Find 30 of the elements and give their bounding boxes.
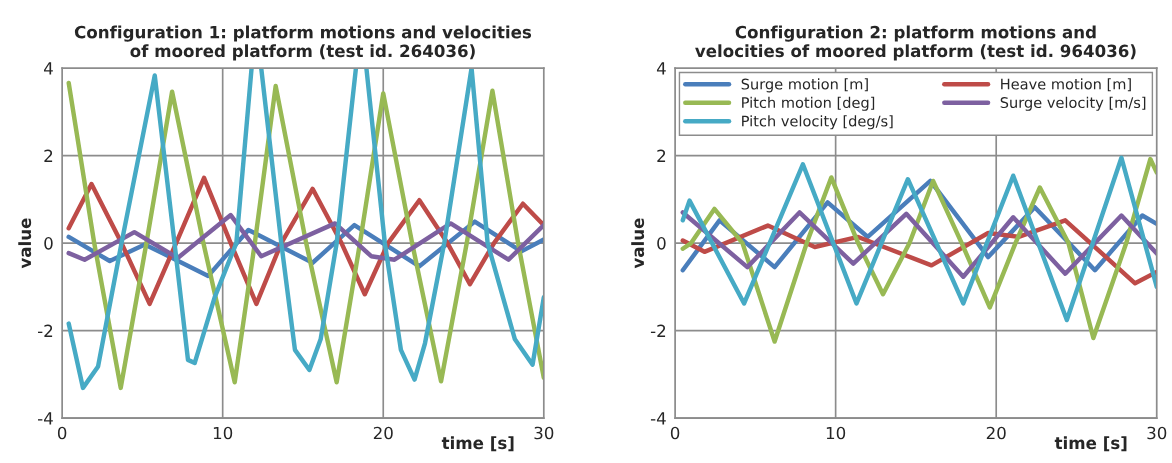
x-tick-label: 0 <box>57 426 67 440</box>
legend-label: Pitch motion [deg] <box>742 96 875 111</box>
legend-label: Surge motion [m] <box>741 78 868 93</box>
y-axis-title: value <box>18 218 32 269</box>
y-tick-label: 2 <box>657 149 666 162</box>
y-tick-label: 0 <box>657 237 666 250</box>
x-tick-label: 30 <box>1147 426 1167 440</box>
chart-title: Configuration 1: platform motions and velocities of moored platform (test id. 264036) <box>74 25 532 61</box>
x-tick-label: 30 <box>534 426 554 440</box>
y-tick-label: -2 <box>37 324 53 337</box>
y-tick-label: 4 <box>656 62 666 75</box>
chart-title: Configuration 2: platform motions and velocities of moored platform (test id. 964036) <box>695 25 1136 61</box>
x-tick-label: 20 <box>373 426 393 440</box>
x-axis-title: time [s] <box>441 436 514 452</box>
x-tick-label: 10 <box>826 426 846 440</box>
legend-label: Surge velocity [m/s] <box>1000 96 1146 111</box>
x-axis-title: time [s] <box>1054 436 1127 452</box>
legend-label: Pitch velocity [deg/s] <box>742 115 893 130</box>
x-tick-label: 20 <box>986 426 1006 440</box>
y-tick-label: -4 <box>37 412 53 425</box>
y-tick-label: -4 <box>650 412 666 425</box>
y-axis-title: value <box>631 218 645 269</box>
y-tick-label: -2 <box>650 324 666 337</box>
x-tick-label: 10 <box>213 426 233 440</box>
y-tick-label: 0 <box>44 237 53 250</box>
x-tick-label: 0 <box>670 426 680 440</box>
line-series <box>66 212 544 262</box>
legend-label: Heave motion [m] <box>1001 78 1131 92</box>
y-tick-label: 4 <box>43 62 53 75</box>
y-tick-label: 2 <box>44 149 53 162</box>
